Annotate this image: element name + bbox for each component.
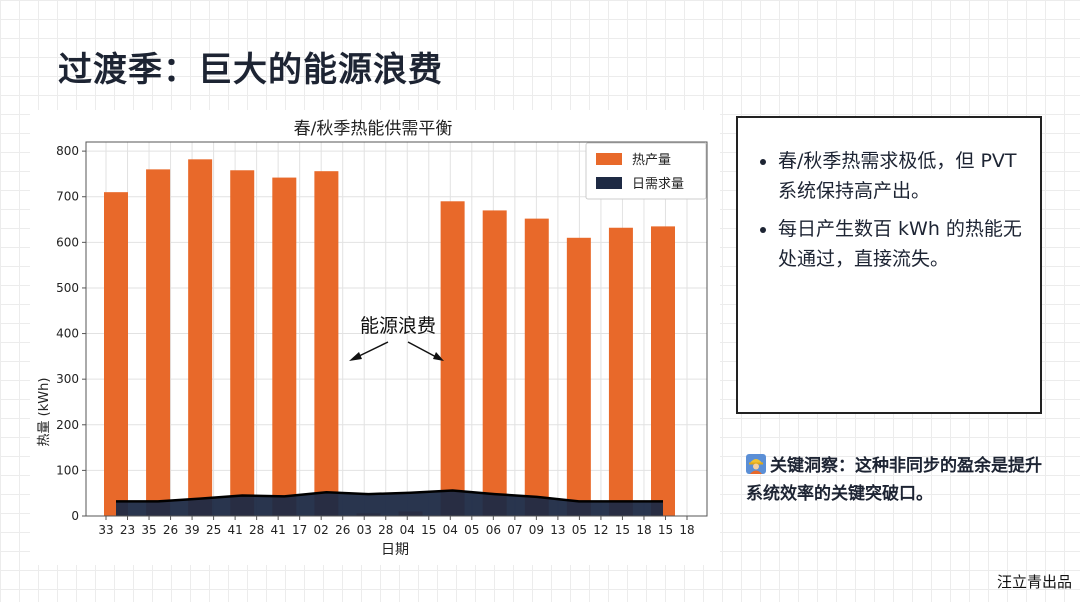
annotation-arrow-left xyxy=(354,341,389,359)
x-tick-label: 18 xyxy=(636,523,651,537)
x-tick-label: 35 xyxy=(141,523,156,537)
y-axis-label: 热量 (kWh) xyxy=(37,378,52,447)
axis-layer: 0 100 200 300 400 500 600 700 800 33 23 35 26 39 25 41 2… xyxy=(56,141,708,537)
waste-annotation: 能源浪费 xyxy=(349,315,444,361)
x-tick-label: 41 xyxy=(227,523,242,537)
x-tick-label: 41 xyxy=(271,523,286,537)
legend-label-demand: 日需求量 xyxy=(632,177,684,192)
plot-frame xyxy=(85,141,708,517)
x-tick-label: 04 xyxy=(400,523,415,537)
production-bar xyxy=(651,226,675,516)
x-tick-label: 15 xyxy=(421,523,436,537)
x-tick-label: 15 xyxy=(615,523,630,537)
annotation-arrowhead-left xyxy=(349,352,362,361)
x-tick-label: 26 xyxy=(163,523,178,537)
key-insight: 关键洞察：这种非同步的盈余是提升系统效率的关键突破口。 xyxy=(746,452,1056,508)
chart-legend: 热产量 日需求量 xyxy=(585,142,707,200)
production-bar xyxy=(272,177,297,516)
x-tick-label: 26 xyxy=(335,523,350,537)
x-tick-label: 05 xyxy=(464,523,479,537)
production-bar xyxy=(230,170,255,516)
x-tick-label: 07 xyxy=(507,523,522,537)
demand-line xyxy=(116,489,663,503)
y-tick-label: 300 xyxy=(56,372,79,386)
production-bar xyxy=(104,192,128,517)
annotation-arrowhead-right xyxy=(433,352,444,361)
production-bar xyxy=(482,210,507,516)
x-tick-label: 03 xyxy=(357,523,372,537)
info-panel: 春/秋季热需求极低，但 PVT 系统保持高产出。 每日产生数百 kWh 的热能无… xyxy=(736,116,1042,414)
waste-annotation-label: 能源浪费 xyxy=(360,315,436,337)
legend-label-production: 热产量 xyxy=(632,153,671,168)
x-tick-label: 13 xyxy=(550,523,565,537)
y-tick-label: 200 xyxy=(56,418,79,432)
chart-title: 春/秋季热能供需平衡 xyxy=(294,119,453,139)
production-bar xyxy=(524,218,549,516)
supply-demand-chart: 0 100 200 300 400 500 600 700 800 33 23 35 26 39 25 41 2… xyxy=(30,110,720,565)
x-tick-label: 28 xyxy=(249,523,264,537)
x-tick-label: 25 xyxy=(206,523,221,537)
x-tick-label: 18 xyxy=(679,523,694,537)
x-tick-label: 15 xyxy=(658,523,673,537)
x-tick-label: 12 xyxy=(593,523,608,537)
x-tick-label: 04 xyxy=(443,523,458,537)
info-bullet: 春/秋季热需求极低，但 PVT 系统保持高产出。 xyxy=(756,146,1022,206)
production-bar xyxy=(566,237,591,516)
bar-layer xyxy=(104,159,675,517)
annotation-arrow-right xyxy=(407,341,439,359)
insight-text: 关键洞察：这种非同步的盈余是提升系统效率的关键突破口。 xyxy=(746,456,1042,504)
y-tick-label: 700 xyxy=(56,190,79,204)
y-tick-label: 400 xyxy=(56,327,79,341)
y-tick-label: 600 xyxy=(56,235,79,249)
footer-credit: 汪立青出品 xyxy=(996,573,1072,591)
y-tick-label: 0 xyxy=(71,509,79,523)
production-bar xyxy=(608,227,633,516)
y-tick-label: 500 xyxy=(56,281,79,295)
production-bar xyxy=(188,159,213,516)
y-tick-label: 800 xyxy=(56,144,79,158)
construction-worker-icon xyxy=(746,454,766,474)
x-tick-label: 23 xyxy=(120,523,135,537)
page-title: 过渡季：巨大的能源浪费 xyxy=(58,50,443,90)
x-tick-label: 28 xyxy=(378,523,393,537)
area-layer xyxy=(116,489,663,516)
x-axis-label: 日期 xyxy=(381,542,409,558)
x-tick-label: 33 xyxy=(98,523,113,537)
x-tick-label: 06 xyxy=(486,523,501,537)
info-bullet: 每日产生数百 kWh 的热能无处通过，直接流失。 xyxy=(756,214,1022,274)
x-tick-label: 02 xyxy=(314,523,329,537)
production-bar xyxy=(440,201,465,516)
legend-swatch-production xyxy=(596,153,622,165)
x-tick-label: 17 xyxy=(292,523,307,537)
x-tick-label: 09 xyxy=(529,523,544,537)
production-bar xyxy=(314,171,339,516)
legend-swatch-demand xyxy=(596,177,622,189)
y-tick-label: 100 xyxy=(56,463,79,477)
info-bullet-list: 春/秋季热需求极低，但 PVT 系统保持高产出。 每日产生数百 kWh 的热能无… xyxy=(756,146,1022,274)
x-tick-label: 05 xyxy=(572,523,587,537)
x-tick-label: 39 xyxy=(184,523,199,537)
chart-svg: 0 100 200 300 400 500 600 700 800 33 23 35 26 39 25 41 2… xyxy=(37,119,708,558)
production-bar xyxy=(146,169,171,516)
